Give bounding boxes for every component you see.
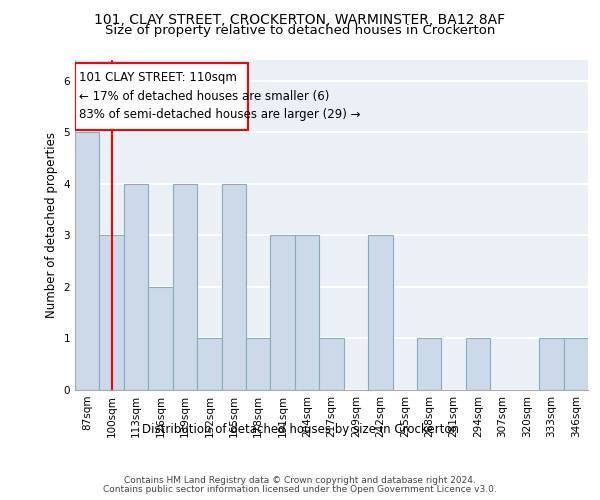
Text: Size of property relative to detached houses in Crockerton: Size of property relative to detached ho… bbox=[105, 24, 495, 37]
Bar bbox=[539, 338, 563, 390]
Bar bbox=[173, 184, 197, 390]
Bar bbox=[563, 338, 588, 390]
Bar bbox=[221, 184, 246, 390]
Bar bbox=[368, 236, 392, 390]
Bar bbox=[197, 338, 221, 390]
Text: ← 17% of detached houses are smaller (6): ← 17% of detached houses are smaller (6) bbox=[79, 90, 329, 102]
Bar bbox=[295, 236, 319, 390]
Text: Distribution of detached houses by size in Crockerton: Distribution of detached houses by size … bbox=[142, 422, 458, 436]
Text: 101 CLAY STREET: 110sqm: 101 CLAY STREET: 110sqm bbox=[79, 71, 236, 84]
Bar bbox=[466, 338, 490, 390]
Bar bbox=[100, 236, 124, 390]
Bar bbox=[417, 338, 442, 390]
Y-axis label: Number of detached properties: Number of detached properties bbox=[45, 132, 58, 318]
Bar bbox=[75, 132, 100, 390]
FancyBboxPatch shape bbox=[75, 62, 248, 130]
Bar bbox=[124, 184, 148, 390]
Text: 101, CLAY STREET, CROCKERTON, WARMINSTER, BA12 8AF: 101, CLAY STREET, CROCKERTON, WARMINSTER… bbox=[94, 12, 506, 26]
Bar bbox=[246, 338, 271, 390]
Bar bbox=[319, 338, 344, 390]
Text: Contains HM Land Registry data © Crown copyright and database right 2024.: Contains HM Land Registry data © Crown c… bbox=[124, 476, 476, 485]
Bar bbox=[148, 287, 173, 390]
Bar bbox=[271, 236, 295, 390]
Text: Contains public sector information licensed under the Open Government Licence v3: Contains public sector information licen… bbox=[103, 485, 497, 494]
Text: 83% of semi-detached houses are larger (29) →: 83% of semi-detached houses are larger (… bbox=[79, 108, 360, 122]
